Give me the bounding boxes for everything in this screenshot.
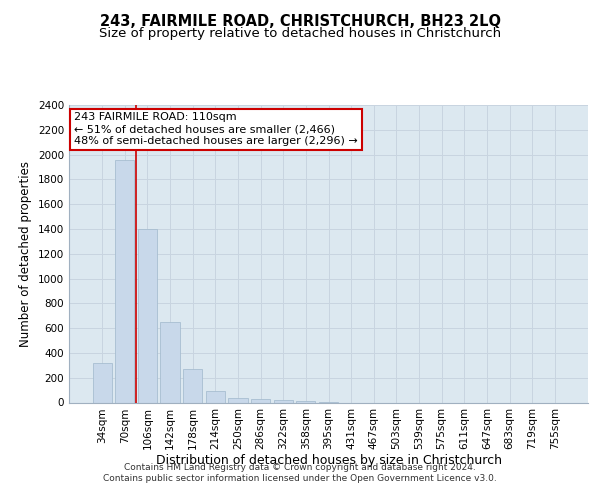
Bar — [229, 398, 248, 402]
Text: Size of property relative to detached houses in Christchurch: Size of property relative to detached ho… — [99, 26, 501, 40]
Text: Contains HM Land Registry data © Crown copyright and database right 2024.: Contains HM Land Registry data © Crown c… — [124, 462, 476, 471]
Bar — [92, 363, 112, 403]
Text: 243 FAIRMILE ROAD: 110sqm
← 51% of detached houses are smaller (2,466)
48% of se: 243 FAIRMILE ROAD: 110sqm ← 51% of detac… — [74, 112, 358, 146]
Bar — [160, 322, 180, 402]
Text: 243, FAIRMILE ROAD, CHRISTCHURCH, BH23 2LQ: 243, FAIRMILE ROAD, CHRISTCHURCH, BH23 2… — [100, 14, 500, 29]
Bar — [115, 160, 134, 402]
X-axis label: Distribution of detached houses by size in Christchurch: Distribution of detached houses by size … — [155, 454, 502, 466]
Bar — [138, 229, 157, 402]
Y-axis label: Number of detached properties: Number of detached properties — [19, 161, 32, 347]
Bar — [274, 400, 293, 402]
Bar — [251, 399, 270, 402]
Text: Contains public sector information licensed under the Open Government Licence v3: Contains public sector information licen… — [103, 474, 497, 483]
Bar — [183, 369, 202, 402]
Bar — [206, 390, 225, 402]
